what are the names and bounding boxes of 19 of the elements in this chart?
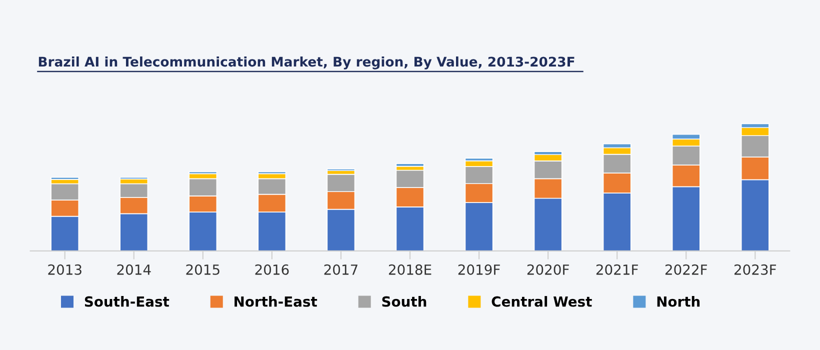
legend-label: South-East	[84, 296, 170, 307]
legend-label: Central West	[492, 296, 592, 307]
x-tick-label: 2022F	[665, 264, 707, 275]
chart-title: Brazil AI in Telecommunication Market, By region, By Value, 2013-2023F	[38, 56, 574, 70]
x-tick-label: 2023F	[734, 264, 776, 275]
legend-label: North	[657, 296, 700, 307]
x-tick-label: 2020F	[527, 264, 569, 275]
x-tick-label: 2013	[48, 264, 82, 275]
x-tick-label: 2018E	[388, 264, 432, 275]
legend-label: North-East	[234, 296, 318, 307]
bar	[396, 163, 424, 167]
x-tick-label: 2019F	[458, 264, 500, 275]
x-tick-label: 2015	[186, 264, 220, 275]
x-tick-label: 2021F	[596, 264, 638, 275]
bar	[50, 176, 80, 180]
x-tick-label: 2016	[255, 264, 289, 275]
legend-label: South	[382, 296, 426, 307]
x-tick-label: 2017	[324, 264, 358, 275]
x-tick-label: 2014	[117, 264, 151, 275]
